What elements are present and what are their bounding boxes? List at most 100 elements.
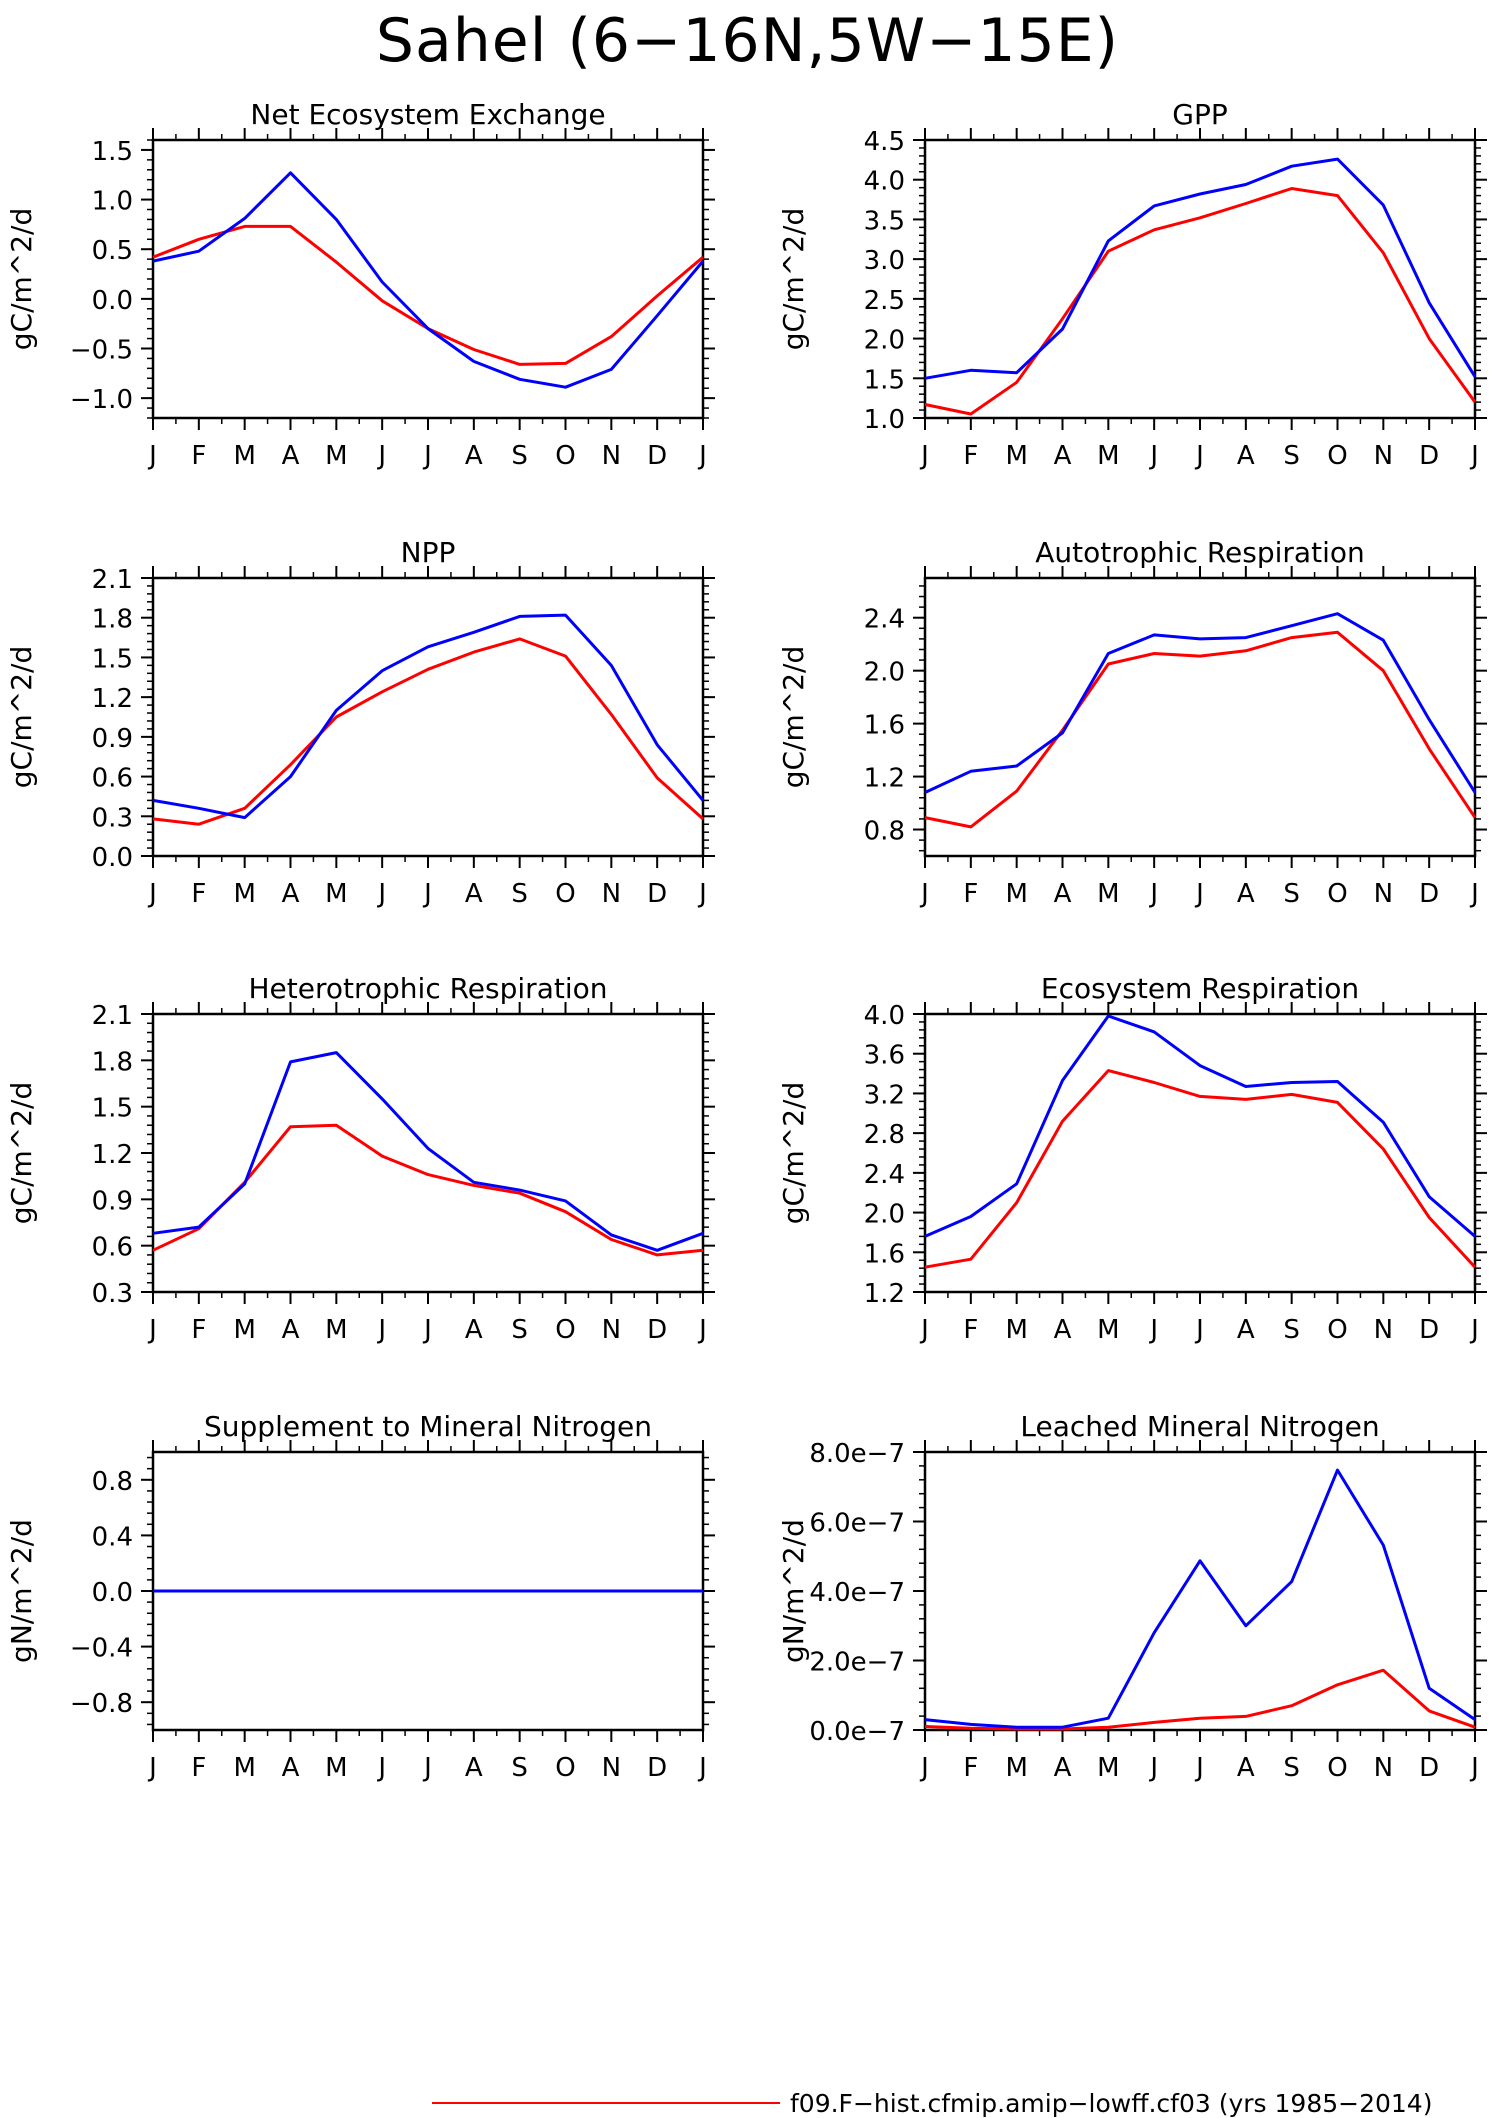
series-line-2 [152,613,705,820]
y-tick-label: 1.6 [864,711,905,741]
y-tick-label: 1.8 [92,605,133,635]
y-tick-label: 1.2 [92,1140,133,1170]
x-tick-label: J [1469,441,1479,471]
plot-frame [923,138,1477,420]
x-tick-label: J [1469,879,1479,909]
x-tick-label: D [1419,879,1439,909]
y-tick-label: 2.1 [92,1001,133,1031]
x-tick-label: M [1097,1753,1119,1783]
x-tick-label: D [647,441,667,471]
x-tick-label: A [282,1753,300,1783]
x-tick-label: J [422,879,432,909]
x-tick-label: N [1374,441,1393,471]
x-tick-label: A [465,1753,483,1783]
x-tick-label: F [963,1753,978,1783]
panel-title: NPP [401,536,456,569]
plot-frame [151,138,705,420]
series-line-1 [152,637,705,826]
y-tick-label: 0.8 [864,817,905,847]
y-tick-label: 1.0 [92,187,133,217]
x-tick-label: J [376,441,386,471]
x-tick-label: N [602,1753,621,1783]
panel-title: Autotrophic Respiration [1035,536,1364,569]
x-tick-label: A [1054,1315,1072,1345]
y-tick-label: −0.5 [70,336,133,366]
x-tick-label: A [282,879,300,909]
x-tick-label: O [1327,1315,1347,1345]
y-tick-label: 1.2 [864,1279,905,1309]
plot-frame [151,1012,705,1294]
x-tick-label: A [1237,1315,1255,1345]
y-tick-label: 0.4 [92,1522,133,1552]
y-tick-label: 3.5 [864,206,905,236]
y-tick-label: 0.5 [92,236,133,266]
x-tick-label: J [422,1753,432,1783]
x-tick-label: M [233,441,255,471]
x-tick-label: M [1097,879,1119,909]
x-tick-label: O [1327,879,1347,909]
y-tick-label: 0.3 [92,803,133,833]
y-tick-label: 3.6 [864,1041,905,1071]
y-tick-label: 1.0 [864,405,905,435]
x-tick-label: F [191,879,206,909]
x-tick-label: A [1237,879,1255,909]
x-tick-label: M [1097,1315,1119,1345]
x-tick-label: J [919,879,929,909]
y-tick-label: 3.2 [864,1080,905,1110]
y-axis-label: gC/m^2/d [5,1082,38,1225]
x-tick-label: J [422,1315,432,1345]
series-line-2 [152,1051,704,1252]
series-line-1 [924,1668,1476,1731]
x-tick-label: J [376,1753,386,1783]
x-tick-label: D [1419,441,1439,471]
x-tick-label: A [1237,1753,1255,1783]
x-tick-label: J [697,1315,707,1345]
y-tick-label: 0.6 [92,1233,133,1263]
y-axis-label: gC/m^2/d [5,646,38,789]
y-tick-label: −1.0 [70,385,133,415]
x-tick-label: A [1054,1753,1072,1783]
x-tick-label: M [325,879,347,909]
x-tick-label: A [465,1315,483,1345]
x-tick-label: O [555,879,575,909]
x-tick-label: O [555,1315,575,1345]
x-tick-label: J [1469,1315,1479,1345]
y-tick-label: 2.4 [864,1160,905,1190]
x-tick-label: J [147,879,157,909]
x-tick-label: J [1469,1753,1479,1783]
y-tick-label: 0.0 [92,286,133,316]
x-tick-label: O [1327,441,1347,471]
y-tick-label: 4.0 [864,1001,905,1031]
y-axis-label: gN/m^2/d [777,1519,810,1663]
y-tick-label: 8.0e−7 [809,1439,905,1469]
x-tick-label: M [1005,1753,1027,1783]
x-tick-label: M [325,1753,347,1783]
y-axis-label: gC/m^2/d [777,646,810,789]
x-tick-label: J [919,1753,929,1783]
y-tick-label: 2.5 [864,286,905,316]
x-tick-label: A [1237,441,1255,471]
panel-title: Heterotrophic Respiration [249,972,608,1005]
y-tick-label: 1.5 [92,137,133,167]
x-tick-label: F [963,1315,978,1345]
x-tick-label: A [1054,879,1072,909]
x-tick-label: J [376,1315,386,1345]
x-tick-label: M [233,1315,255,1345]
x-tick-label: N [1374,1315,1393,1345]
series-line-2 [924,1014,1476,1238]
x-tick-label: N [1374,879,1393,909]
x-tick-label: F [963,879,978,909]
y-tick-label: 4.5 [864,127,905,157]
x-tick-label: A [282,441,300,471]
x-tick-label: D [647,879,667,909]
x-tick-label: M [325,441,347,471]
x-tick-label: M [1005,441,1027,471]
x-tick-label: A [1054,441,1072,471]
x-tick-label: F [191,441,206,471]
y-tick-label: 2.0e−7 [809,1648,905,1678]
figure-title: Sahel (6−16N,5W−15E) [375,6,1120,76]
